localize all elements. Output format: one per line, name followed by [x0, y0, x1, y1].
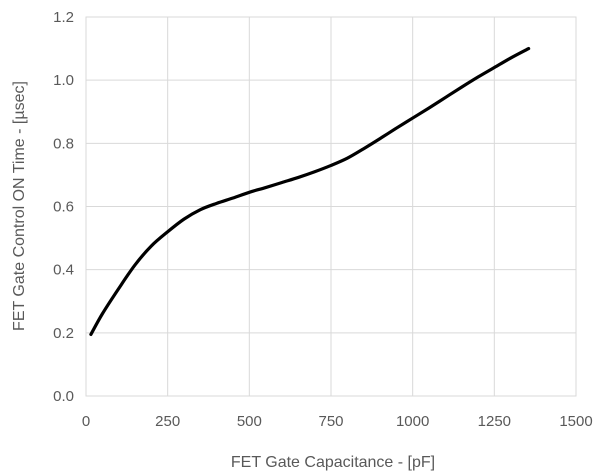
- x-tick-label-1: 250: [155, 413, 180, 430]
- y-tick-labels: 0.0 0.2 0.4 0.6 0.8 1.0 1.2: [53, 9, 74, 405]
- plot-frame: [85, 16, 577, 397]
- x-tick-label-2: 500: [237, 413, 262, 430]
- x-tick-label-4: 1000: [396, 413, 429, 430]
- plot-border: [85, 16, 577, 397]
- y-tick-label-1: 0.2: [53, 325, 74, 342]
- series-line-0: [89, 46, 531, 337]
- x-axis-title: FET Gate Capacitance - [pF]: [231, 454, 435, 471]
- y-tick-label-6: 1.2: [53, 9, 74, 26]
- y-tick-label-2: 0.4: [53, 262, 74, 279]
- x-tick-label-0: 0: [82, 413, 90, 430]
- y-axis-title: FET Gate Control ON Time - [µsec]: [11, 81, 28, 331]
- x-tick-label-3: 750: [318, 413, 343, 430]
- y-tick-label-3: 0.6: [53, 199, 74, 216]
- y-tick-label-4: 0.8: [53, 135, 74, 152]
- y-tick-label-5: 1.0: [53, 72, 74, 89]
- x-tick-label-5: 1250: [478, 413, 511, 430]
- series-layer: [89, 46, 531, 337]
- grid: [85, 16, 577, 397]
- x-tick-labels: 0 250 500 750 1000 1250 1500: [82, 413, 593, 430]
- x-tick-label-6: 1500: [559, 413, 592, 430]
- y-tick-label-0: 0.0: [53, 388, 74, 405]
